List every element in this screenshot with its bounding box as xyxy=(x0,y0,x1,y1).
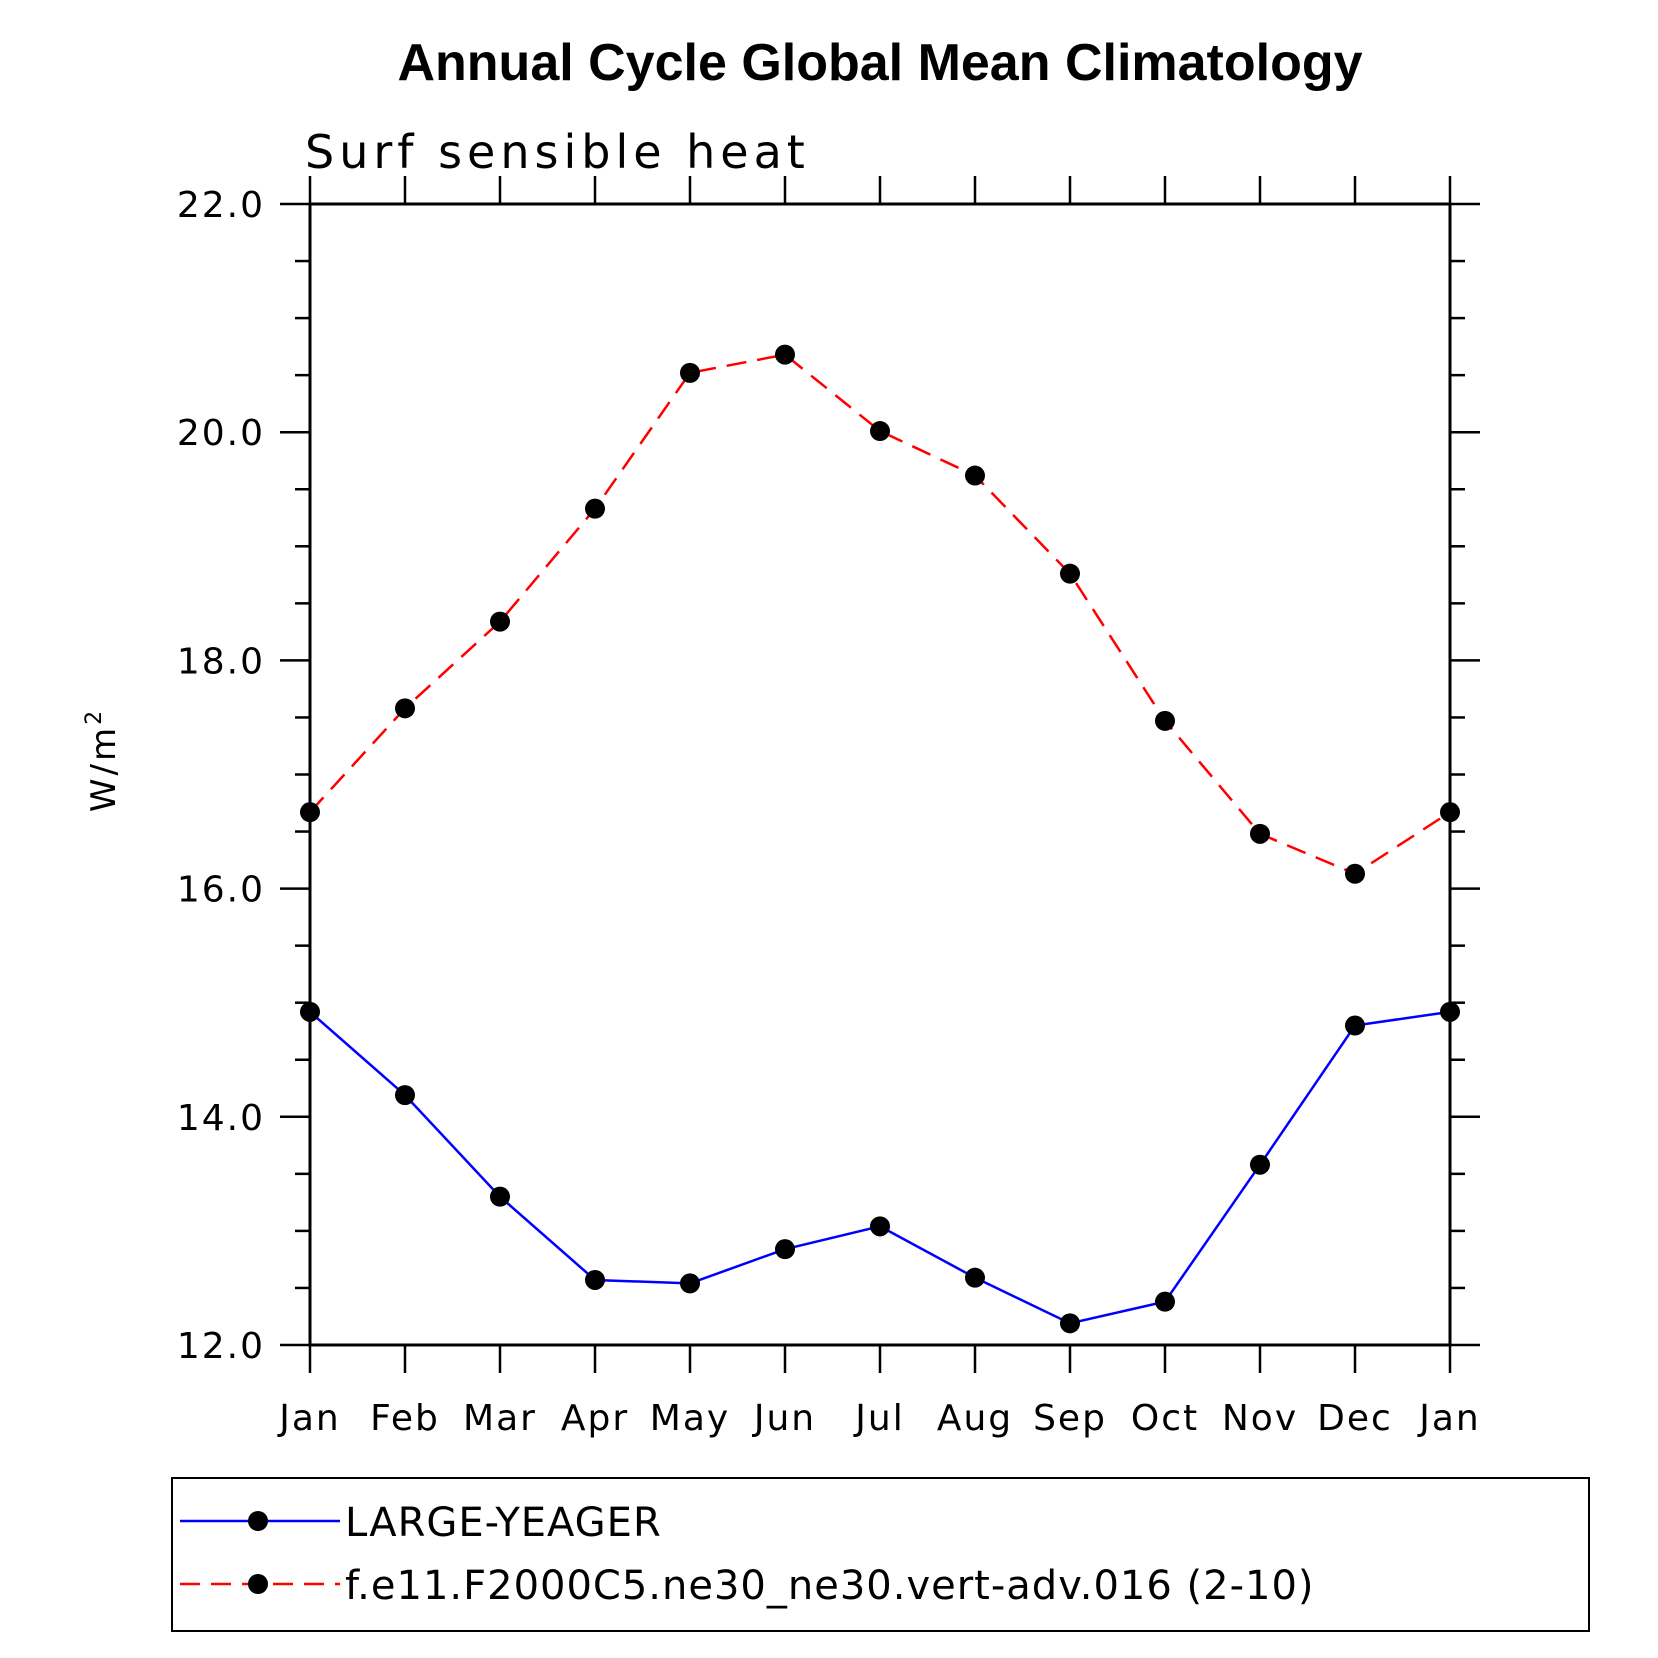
y-axis-label-superscript: 2 xyxy=(82,708,107,725)
y-tick-label: 18.0 xyxy=(177,641,265,682)
legend-marker-0 xyxy=(248,1511,268,1531)
series-1-point xyxy=(680,362,700,383)
x-tick-label: Feb xyxy=(370,1398,440,1439)
plot-frame xyxy=(308,202,1452,1347)
series-1-point xyxy=(1345,863,1365,884)
series-0-point xyxy=(1060,1313,1080,1334)
series-0-point xyxy=(585,1269,605,1290)
series-1-point xyxy=(300,802,320,823)
series-layer xyxy=(300,344,1460,1334)
x-tick-label: Mar xyxy=(463,1398,537,1439)
y-tick-label: 14.0 xyxy=(177,1098,265,1139)
series-1-point xyxy=(870,421,890,442)
legend-label-0: LARGE-YEAGER xyxy=(345,1500,662,1546)
y-tick-label: 20.0 xyxy=(177,413,265,454)
series-0-point xyxy=(1440,1001,1460,1022)
y-tick-label: 22.0 xyxy=(177,185,265,226)
series-1-point xyxy=(490,611,510,632)
legend-label-1: f.e11.F2000C5.ne30_ne30.vert-adv.016 (2-… xyxy=(345,1563,1315,1609)
y-tick-label: 16.0 xyxy=(177,870,265,911)
series-1-point xyxy=(1440,802,1460,823)
series-0-point xyxy=(1155,1291,1175,1312)
chart-title: Annual Cycle Global Mean Climatology xyxy=(397,34,1362,92)
x-tick-label: Aug xyxy=(937,1398,1013,1439)
x-tick-label: Jun xyxy=(752,1398,816,1439)
x-tick-label: Apr xyxy=(561,1398,629,1439)
x-tick-label: Dec xyxy=(1317,1398,1393,1439)
series-line-0 xyxy=(309,1010,1451,1325)
series-0-point xyxy=(490,1186,510,1207)
series-0-point xyxy=(775,1239,795,1260)
y-tick-label: 12.0 xyxy=(177,1326,265,1367)
series-0-point xyxy=(1345,1015,1365,1036)
legend-marker-1 xyxy=(248,1574,268,1594)
series-1-point xyxy=(585,498,605,519)
x-tick-label: Jan xyxy=(1417,1398,1481,1439)
legend: LARGE-YEAGER f.e11.F2000C5.ne30_ne30.vert… xyxy=(171,1477,1590,1632)
x-tick-label: Sep xyxy=(1033,1398,1107,1439)
y-axis-label: W/m2 xyxy=(82,708,124,812)
series-1-point xyxy=(775,344,795,365)
series-1-point xyxy=(1250,823,1270,844)
x-tick-label: Oct xyxy=(1131,1398,1199,1439)
legend-box xyxy=(171,1477,1590,1632)
x-tick-label: Jul xyxy=(853,1398,904,1439)
series-1-point xyxy=(965,465,985,486)
x-tick-label: May xyxy=(650,1398,730,1439)
series-0-point xyxy=(680,1273,700,1294)
x-tick-label: Nov xyxy=(1222,1398,1298,1439)
series-0-point xyxy=(300,1001,320,1022)
chart-subtitle: Surf sensible heat xyxy=(305,125,810,179)
series-1-point xyxy=(395,698,415,719)
series-0-point xyxy=(965,1267,985,1288)
y-axis-label-text: W/m xyxy=(84,725,124,812)
series-0-point xyxy=(395,1085,415,1106)
x-tick-label: Jan xyxy=(277,1398,341,1439)
axes: 12.0 14.0 16.0 18.0 20.0 22.0 Jan Feb Mar Apr May J… xyxy=(177,176,1481,1439)
series-1-point xyxy=(1060,563,1080,584)
series-1-point xyxy=(1155,710,1175,731)
series-0-point xyxy=(870,1216,890,1237)
series-0-point xyxy=(1250,1154,1270,1175)
